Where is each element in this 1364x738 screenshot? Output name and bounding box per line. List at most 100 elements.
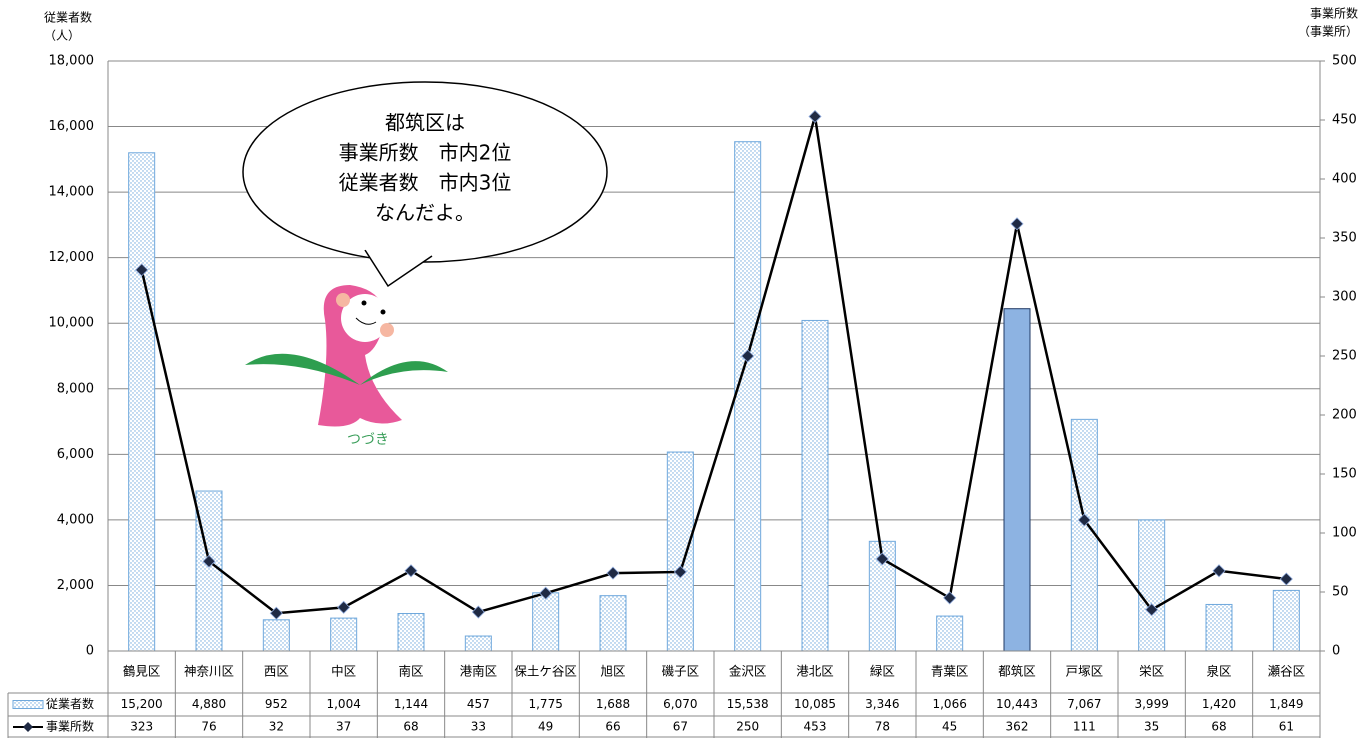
marker (875, 552, 889, 566)
x-tick-label: 南区 (398, 664, 423, 679)
table-value: 33 (471, 720, 486, 734)
x-tick-label: 栄区 (1139, 664, 1164, 679)
marker (741, 349, 755, 363)
x-tick-label: 保土ケ谷区 (514, 664, 577, 679)
x-tick-label: 中区 (331, 664, 356, 679)
table-value: 78 (875, 720, 890, 734)
table-value: 1,144 (394, 697, 428, 711)
y-tick-label: 16,000 (49, 119, 95, 134)
legend-label: 事業所数 (46, 719, 94, 734)
marker (673, 565, 687, 579)
y2-tick-label: 450 (1332, 113, 1357, 128)
bar (195, 490, 223, 652)
table-value: 37 (336, 720, 351, 734)
y2-tick-label: 50 (1332, 585, 1349, 600)
bar (666, 451, 694, 652)
table-value: 68 (403, 720, 418, 734)
annotation: 都筑区は (385, 111, 465, 135)
marker (135, 263, 149, 277)
table-value: 68 (1211, 720, 1226, 734)
table-value: 4,880 (192, 697, 226, 711)
table-value: 15,200 (121, 697, 163, 711)
table-value: 1,849 (1269, 697, 1303, 711)
x-tick-label: 旭区 (600, 664, 625, 679)
marker (471, 605, 485, 619)
x-tick-label: 瀬谷区 (1268, 664, 1306, 679)
table-value: 1,066 (932, 697, 966, 711)
table-value: 61 (1279, 720, 1294, 734)
bar (397, 613, 425, 652)
y2-tick-label: 300 (1332, 290, 1357, 305)
y2-tick-label: 0 (1332, 644, 1340, 659)
bar (330, 617, 358, 652)
bar (936, 615, 964, 652)
marker (606, 566, 620, 580)
x-tick-label: 金沢区 (729, 664, 767, 679)
y-tick-label: 8,000 (57, 381, 94, 396)
table-value: 32 (269, 720, 284, 734)
table-value: 952 (265, 697, 288, 711)
y-tick-label: 4,000 (57, 512, 94, 527)
y-label: 従業者数 (44, 10, 92, 25)
table-value: 49 (538, 720, 553, 734)
marker (404, 564, 418, 578)
marker (539, 586, 553, 600)
x-tick-label: 磯子区 (662, 664, 700, 679)
table-value: 362 (1006, 720, 1029, 734)
legend-label: 従業者数 (46, 696, 94, 711)
x-tick-label: 西区 (264, 664, 289, 679)
table-value: 111 (1073, 720, 1096, 734)
marker (337, 600, 351, 614)
y2-tick-label: 350 (1332, 231, 1357, 246)
table-value: 457 (467, 697, 490, 711)
y2-tick-label: 150 (1332, 467, 1357, 482)
x-tick-label: 青葉区 (931, 664, 969, 679)
marker (808, 109, 822, 124)
table-value: 1,420 (1202, 697, 1236, 711)
table-value: 1,004 (326, 697, 360, 711)
marker (1212, 564, 1226, 578)
y2-tick-label: 250 (1332, 349, 1357, 364)
table-value: 76 (201, 720, 216, 734)
bar (128, 152, 156, 652)
table-value: 10,085 (794, 697, 836, 711)
line (140, 116, 1287, 615)
x-tick-label: 戸塚区 (1066, 664, 1104, 679)
x-tick-label: 緑区 (870, 664, 895, 679)
y-tick-label: 18,000 (49, 54, 95, 69)
annotation: 従業者数 市内3位 (339, 171, 512, 195)
x-tick-label: 都筑区 (998, 664, 1036, 679)
table-value: 15,538 (727, 697, 769, 711)
marker (202, 554, 216, 568)
marker (1077, 513, 1091, 527)
table-value: 6,070 (663, 697, 697, 711)
mascot-label: つづき (347, 432, 389, 448)
bar (464, 635, 492, 652)
bar (599, 595, 627, 652)
table-value: 45 (942, 720, 957, 734)
marker (1279, 572, 1293, 586)
x-tick-label: 港南区 (460, 664, 498, 679)
table-value: 1,688 (596, 697, 630, 711)
y-tick-label: 2,000 (57, 578, 94, 593)
y2-tick-label: 400 (1332, 172, 1357, 187)
legend-marker (23, 722, 33, 732)
marker (1145, 603, 1159, 617)
table-value: 3,999 (1134, 697, 1168, 711)
table-value: 67 (673, 720, 688, 734)
y2-tick-label: 500 (1332, 54, 1357, 69)
bar (262, 619, 290, 652)
bar (1272, 589, 1300, 652)
speech-bubble (242, 81, 608, 288)
y2-tick-label: 100 (1332, 526, 1357, 541)
table-value: 250 (736, 720, 759, 734)
marker (1010, 217, 1024, 231)
x-tick-label: 神奈川区 (184, 664, 234, 679)
bar (734, 141, 762, 652)
table-value: 10,443 (996, 697, 1038, 711)
y2-label: （事業所） (1298, 25, 1358, 39)
bar (1205, 603, 1233, 652)
table-value: 7,067 (1067, 697, 1101, 711)
annotation: 事業所数 市内2位 (339, 141, 512, 165)
